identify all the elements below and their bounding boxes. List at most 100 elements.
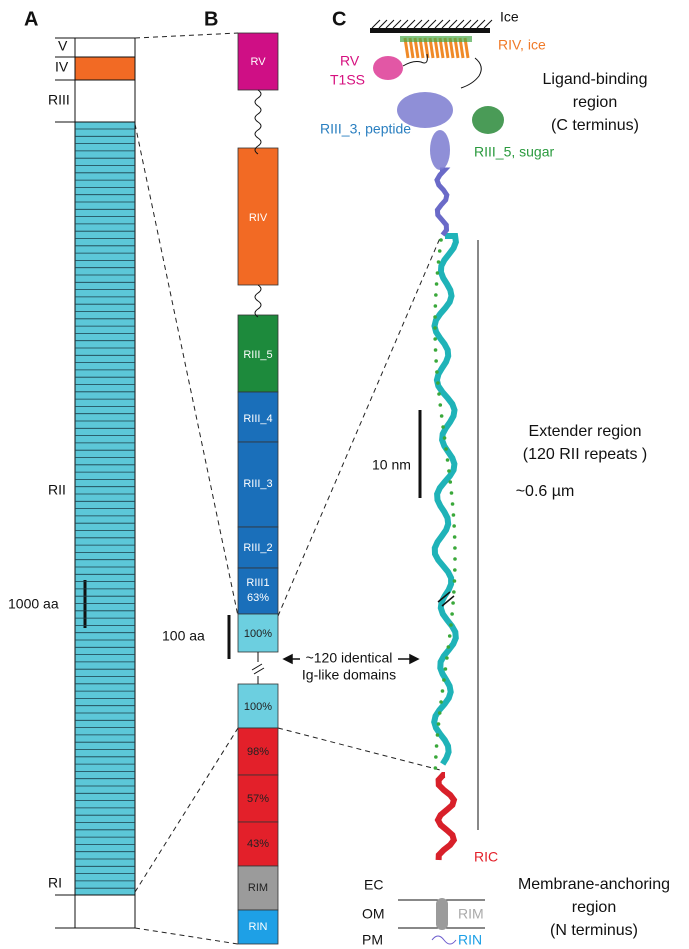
- linker: [254, 89, 262, 155]
- domain-label: RIC: [474, 849, 498, 865]
- ligand-dot: [452, 590, 456, 594]
- segment-label: RIV: [249, 212, 268, 224]
- ligand-dot: [444, 447, 448, 451]
- ligand-dot: [434, 744, 439, 748]
- ligand-dot: [452, 524, 456, 528]
- ligand-dot: [433, 304, 438, 308]
- arrow-label: ~120 identical: [306, 650, 393, 666]
- ligand-dot: [449, 623, 453, 627]
- ligand-dot: [443, 667, 448, 671]
- riii-domain: [430, 130, 450, 170]
- ligand-dot: [453, 557, 457, 561]
- segment-label: RIII_5: [243, 349, 272, 361]
- linker: [254, 284, 262, 318]
- ligand-dot: [452, 579, 457, 583]
- domain-label: RIN: [458, 932, 482, 948]
- rim-anchor: [436, 898, 448, 930]
- ligand-dot: [453, 546, 457, 550]
- segment-label: 98%: [247, 746, 269, 758]
- scale-label: 100 aa: [162, 628, 205, 644]
- segment-label: 100%: [244, 701, 272, 713]
- region-label: Ligand-binding: [543, 71, 648, 88]
- scale-label: 1000 aa: [8, 596, 59, 612]
- domain-label: RIV, ice: [498, 37, 546, 53]
- domain-label: RIM: [458, 906, 484, 922]
- segment-label: 43%: [247, 838, 269, 850]
- ligand-dot: [434, 293, 438, 297]
- ligand-dot: [433, 315, 437, 319]
- region-label: (N terminus): [550, 922, 638, 939]
- segment-label: RIII_3: [243, 478, 272, 490]
- column-b: [237, 32, 279, 945]
- ligand-dot: [435, 733, 440, 737]
- ligand-dot: [445, 458, 450, 462]
- ligand-dot: [449, 491, 454, 495]
- segment-label: 100%: [244, 628, 272, 640]
- break-mark: [437, 591, 455, 607]
- ligand-dot: [451, 601, 455, 605]
- length-label: ~0.6 µm: [516, 483, 575, 500]
- ice-hatch: [371, 19, 493, 29]
- ligand-dot: [447, 634, 452, 638]
- ligand-dot: [437, 249, 442, 253]
- segment-iv: [74, 56, 136, 81]
- ligand-dot: [435, 370, 439, 374]
- domain-label: T1SS: [330, 72, 365, 88]
- ligand-dot: [447, 469, 451, 473]
- domain-label: RIII_5, sugar: [474, 144, 554, 160]
- ligand-dot: [450, 612, 454, 616]
- segment-label: RIM: [248, 882, 268, 894]
- segment-label: 63%: [247, 592, 269, 604]
- ligand-dot: [445, 656, 449, 660]
- connectors: [134, 32, 441, 945]
- ligand-dot: [435, 271, 440, 275]
- ice-label: Ice: [500, 9, 519, 25]
- ligand-dot: [448, 480, 453, 484]
- rin-structure: [431, 935, 457, 945]
- segment-label: RIII1: [246, 577, 269, 589]
- ligand-dot: [439, 414, 444, 418]
- ligand-dot: [433, 326, 437, 330]
- ligand-dot: [436, 722, 441, 726]
- ligand-dot: [440, 689, 445, 693]
- ligand-dot: [453, 568, 457, 572]
- panel-label: A: [24, 8, 38, 30]
- double-arrow: [282, 653, 420, 665]
- region-label: Extender region: [529, 423, 642, 440]
- segment-label: RIII_2: [243, 542, 272, 554]
- scale-label: 10 nm: [372, 457, 411, 473]
- segment-label: RI: [48, 875, 62, 891]
- ligand-dot: [452, 535, 457, 539]
- ligand-dot: [434, 359, 438, 363]
- segment-label: RII: [48, 482, 66, 498]
- panel-label: B: [204, 8, 218, 30]
- rv-domain: [373, 56, 403, 80]
- ligand-dot: [434, 755, 438, 759]
- riv-cap: [400, 36, 472, 42]
- domain-label: RIII_3, peptide: [320, 121, 411, 137]
- ligand-dot: [433, 348, 438, 352]
- break-mark: [251, 652, 265, 684]
- ligand-dot: [442, 436, 447, 440]
- riii3-domain: [397, 92, 453, 128]
- ligand-dot: [433, 766, 438, 770]
- linker: [460, 57, 482, 89]
- layer-label: OM: [362, 906, 385, 922]
- ligand-dot: [441, 425, 445, 429]
- riii5-domain: [472, 106, 504, 134]
- segment-label: RIII_4: [243, 413, 272, 425]
- region-label: region: [572, 899, 616, 916]
- segment-label: RIN: [249, 921, 268, 933]
- region-label: (120 RII repeats ): [523, 446, 648, 463]
- layer-label: EC: [364, 877, 383, 893]
- domain-label: RV: [340, 53, 360, 69]
- segment-label: IV: [55, 59, 69, 75]
- ligand-dot: [439, 238, 443, 242]
- ligand-dot: [436, 260, 441, 264]
- segment-label: RIII: [48, 92, 70, 108]
- region-label: region: [573, 94, 617, 111]
- ligand-dot: [433, 337, 437, 341]
- ligand-dot: [450, 502, 455, 506]
